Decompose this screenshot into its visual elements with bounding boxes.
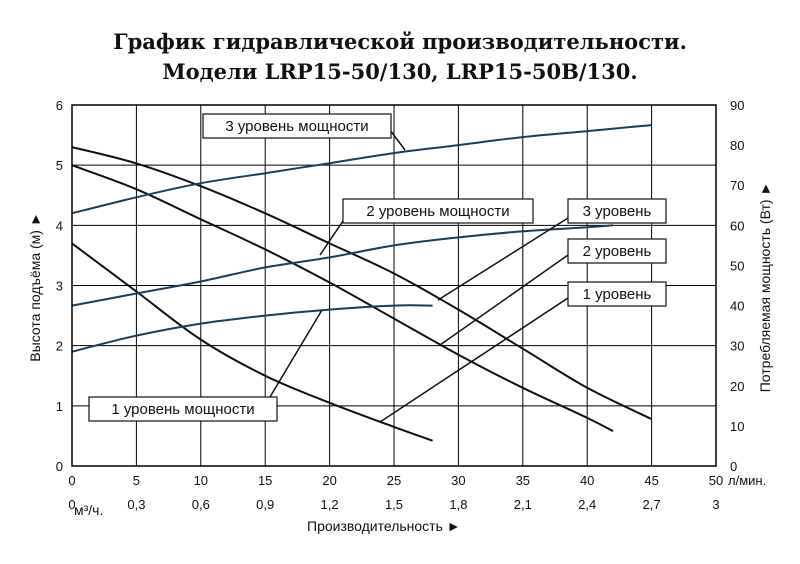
x2-tick-label: 3 (712, 497, 719, 512)
y-right-tick-label: 60 (730, 218, 744, 233)
y-left-tick-label: 6 (56, 98, 63, 113)
y-left-tick-label: 4 (56, 218, 63, 233)
annotation-box (202, 113, 392, 139)
x2-tick-label: 0,3 (127, 497, 145, 512)
head-curve-2 (71, 164, 614, 432)
x-tick-label: 35 (516, 473, 530, 488)
x-tick-label: 45 (644, 473, 658, 488)
y-left-tick-label: 1 (56, 399, 63, 414)
power-curve-2 (71, 224, 614, 307)
y-right-tick-label: 20 (730, 379, 744, 394)
y-right-tick-label: 90 (730, 98, 744, 113)
x2-tick-label: 2,4 (578, 497, 596, 512)
annotation-label: 3 уровень мощности (225, 118, 368, 135)
annotation-label: 2 уровень (583, 243, 652, 260)
y-left-tick-label: 3 (56, 279, 63, 294)
y-axis-right-label: Потребляемая мощность (Вт) ► (757, 182, 773, 393)
x-tick-label: 50 (709, 473, 723, 488)
chart-title-line1: График гидравлической производительности… (113, 29, 687, 54)
y-right-tick-label: 10 (730, 419, 744, 434)
x-tick-label: 30 (451, 473, 465, 488)
head-curve-3 (71, 146, 653, 420)
curves (71, 124, 653, 442)
x-unit-secondary: м³/ч. (74, 502, 103, 518)
y-right-tick-label: 30 (730, 339, 744, 354)
annotation-label: 1 уровень (583, 286, 652, 303)
x-tick-label: 20 (322, 473, 336, 488)
x2-tick-label: 0,6 (192, 497, 210, 512)
chart-title-line2: Модели LRP15-50/130, LRP15-50B/130. (162, 59, 638, 84)
x2-tick-label: 0,9 (256, 497, 274, 512)
annotation-leader (437, 217, 569, 301)
annotation-label: 2 уровень мощности (366, 203, 509, 220)
x-tick-label: 0 (68, 473, 75, 488)
x2-tick-label: 0 (68, 497, 75, 512)
x2-tick-label: 1,5 (385, 497, 403, 512)
y-right-tick-label: 0 (730, 459, 737, 474)
x2-tick-label: 2,1 (514, 497, 532, 512)
annotations: 3 уровень мощности 2 уровень мощности 1 ур… (88, 113, 667, 423)
annotation-leader (319, 217, 346, 256)
tick-labels: 0 5 10 15 20 25 30 35 40 45 50 л/мин.0 0,3 0,6 0,9 1,2 1… (56, 98, 766, 512)
x-tick-label: 15 (258, 473, 272, 488)
head-curve-1 (71, 242, 433, 442)
x2-tick-label: 1,2 (321, 497, 339, 512)
y-left-tick-label: 5 (56, 158, 63, 173)
x2-tick-label: 2,7 (643, 497, 661, 512)
annotation-leader (379, 297, 569, 423)
y-right-tick-label: 70 (730, 178, 744, 193)
annotation-box (342, 198, 534, 224)
x-tick-label: 40 (580, 473, 594, 488)
y-axis-left-label: Высота подъёма (м) ► (27, 212, 43, 361)
annotation-box (567, 281, 667, 307)
x-tick-label: 10 (194, 473, 208, 488)
annotation-box (567, 238, 667, 264)
plot-frame (71, 104, 717, 467)
y-left-tick-label: 2 (56, 339, 63, 354)
x-axis-label: Производительность ► (307, 518, 461, 534)
y-right-tick-label: 40 (730, 299, 744, 314)
annotation-leader (389, 129, 406, 151)
x2-tick-label: 1,8 (449, 497, 467, 512)
x-tick-label: 25 (387, 473, 401, 488)
x-unit-label: л/мин. (728, 473, 766, 488)
power-curve-1 (71, 304, 433, 353)
annotation-box (88, 396, 278, 422)
y-right-tick-label: 80 (730, 138, 744, 153)
annotation-label: 1 уровень мощности (111, 401, 254, 418)
y-left-tick-label: 0 (56, 459, 63, 474)
y-right-tick-label: 50 (730, 258, 744, 273)
x-tick-label: 5 (133, 473, 140, 488)
annotation-leader (269, 309, 323, 398)
annotation-label: 3 уровень (583, 203, 652, 220)
power-curve-3 (71, 124, 652, 215)
annotation-box (567, 198, 667, 224)
annotation-leader (439, 254, 569, 346)
